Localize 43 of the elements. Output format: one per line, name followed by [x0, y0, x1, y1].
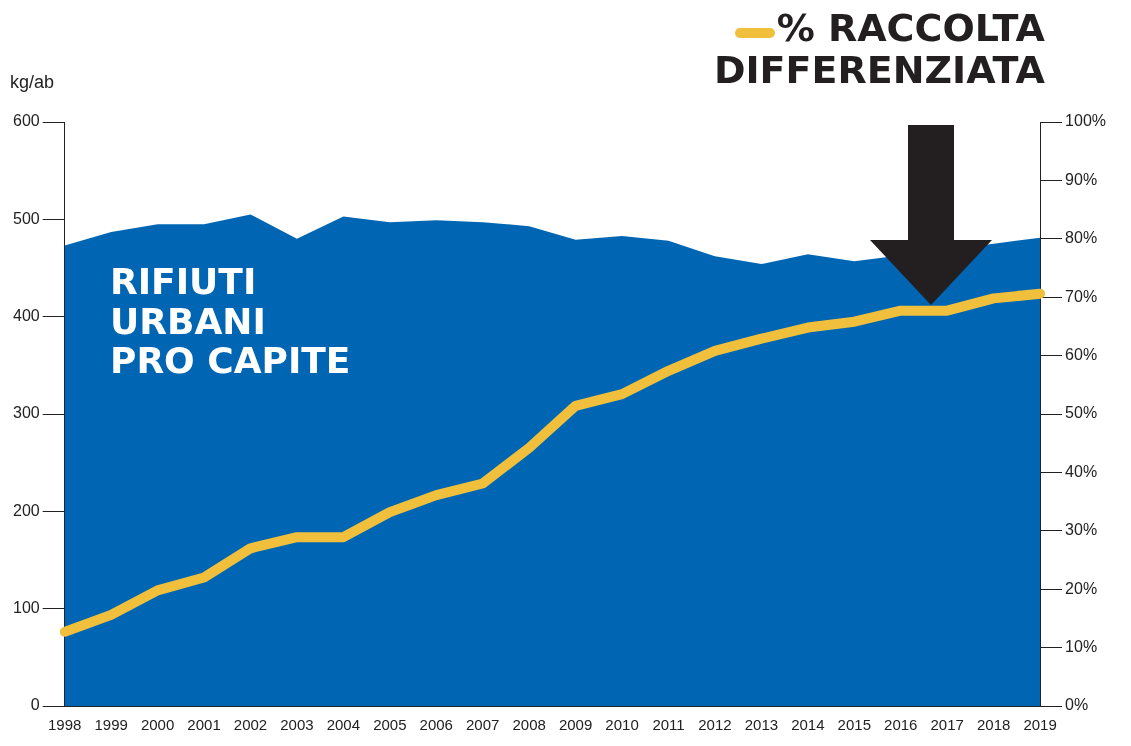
- y2-tick-label: 40%: [1065, 462, 1098, 480]
- x-tick-label: 2012: [698, 716, 732, 734]
- x-tick-label: 2019: [1023, 716, 1057, 734]
- x-tick-label: 2010: [605, 716, 639, 734]
- x-tick-label: 1999: [94, 716, 128, 734]
- y2-tick-label: 70%: [1065, 287, 1098, 305]
- y2-tick-label: 0%: [1065, 696, 1089, 714]
- y2-tick-label: 10%: [1065, 638, 1098, 656]
- y2-tick-label: 100%: [1065, 112, 1106, 130]
- y-tick-label: 600: [12, 112, 40, 130]
- x-tick-label: 2000: [140, 716, 175, 734]
- x-tick-label: 2001: [187, 716, 221, 734]
- x-tick-label: 2008: [512, 716, 546, 734]
- x-tick-label: 2003: [280, 716, 314, 734]
- x-tick-label: 2018: [976, 716, 1011, 734]
- y2-tick-label: 90%: [1065, 170, 1098, 188]
- x-tick-label: 2016: [884, 716, 918, 734]
- series-label: RIFIUTI URBANI PRO CAPITE: [110, 261, 352, 382]
- y-tick-label: 300: [12, 404, 40, 422]
- y-tick-label: 100: [12, 599, 40, 617]
- x-tick-label: 2015: [837, 716, 871, 734]
- y-tick-label: 200: [12, 501, 40, 519]
- x-tick-label: 2006: [419, 716, 453, 734]
- x-tick-label: 2007: [466, 716, 500, 734]
- y-tick-label: 400: [12, 307, 40, 325]
- y2-tick-label: 60%: [1065, 346, 1098, 364]
- x-tick-label: 2002: [233, 716, 268, 734]
- y-axis-title: kg/ab: [10, 72, 55, 93]
- y2-tick-label: 20%: [1065, 579, 1098, 597]
- x-tick-label: 2017: [930, 716, 964, 734]
- x-tick-label: 2014: [791, 716, 825, 734]
- x-tick-label: 1998: [48, 716, 82, 734]
- y-tick-label: 500: [12, 209, 40, 227]
- y2-tick-label: 30%: [1065, 521, 1098, 539]
- legend-label: % RACCOLTA DIFFERENZIATA: [712, 6, 1045, 92]
- x-tick-label: 2005: [373, 716, 407, 734]
- x-tick-label: 2013: [744, 716, 779, 734]
- x-tick-label: 2004: [326, 716, 361, 734]
- y2-tick-label: 80%: [1065, 229, 1098, 247]
- x-tick-label: 2009: [558, 716, 593, 734]
- y-tick-label: 0: [30, 696, 40, 714]
- y2-tick-label: 50%: [1065, 404, 1098, 422]
- x-tick-label: 2011: [652, 716, 685, 734]
